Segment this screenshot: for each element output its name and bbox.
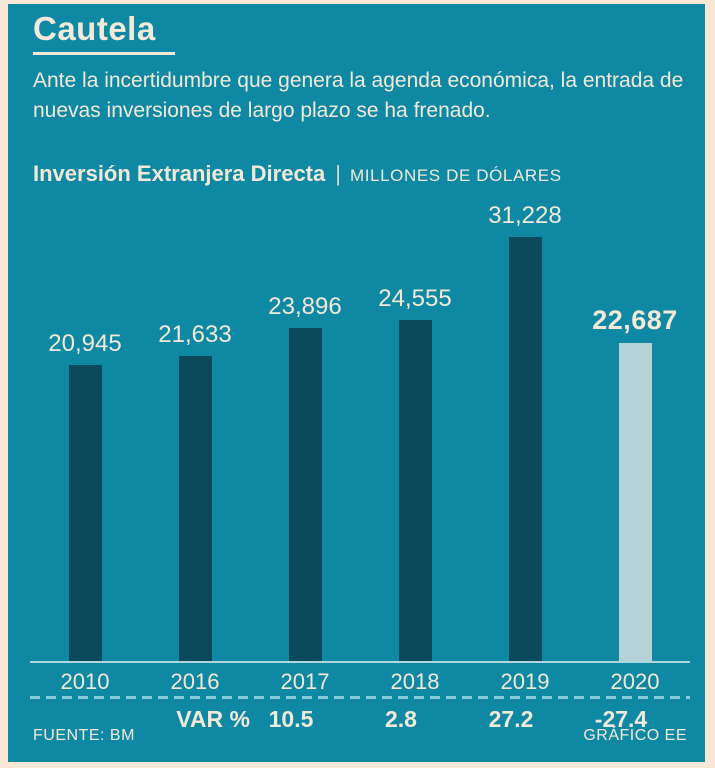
- bar-value-label-2016: 21,633: [158, 321, 232, 348]
- var-value-2019: 27.2: [488, 706, 534, 732]
- chart-units-label: MILLONES DE DÓLARES: [349, 166, 562, 185]
- year-label-2010: 2010: [60, 669, 110, 694]
- year-label-2020: 2020: [610, 669, 660, 694]
- year-label-2018: 2018: [390, 669, 440, 694]
- chart-title-divider: |: [335, 161, 341, 186]
- chart-title: Inversión Extranjera Directa: [33, 161, 326, 186]
- bar-column-2010: 20,945: [30, 330, 140, 661]
- var-value-2018: 2.8: [385, 706, 417, 732]
- bar-2019: [508, 237, 542, 661]
- chart-header: Inversión Extranjera Directa | MILLONES DE…: [33, 161, 562, 187]
- bar-column-2016: 21,633: [140, 321, 250, 661]
- bar-value-label-2017: 23,896: [268, 293, 342, 320]
- bar-chart-columns: 20,945 21,633 23,896 24,555 31,228 22,687: [30, 200, 690, 661]
- bar-column-2017: 23,896: [250, 293, 360, 661]
- dashed-separator-line: [30, 696, 690, 699]
- page-title: Cautela: [33, 10, 156, 47]
- var-value-2017: 10.5: [268, 706, 314, 732]
- year-label-2019: 2019: [500, 669, 550, 694]
- year-label-2017: 2017: [280, 669, 330, 694]
- graphic-credit: GRÁFICO EE: [583, 727, 687, 744]
- bar-value-label-2010: 20,945: [48, 330, 122, 357]
- bar-value-label-2020: 22,687: [592, 305, 678, 335]
- variation-row: VAR % 10.5 2.8 27.2 -27.4: [30, 706, 690, 733]
- source-credit: FUENTE: BM: [33, 727, 135, 744]
- year-label-2016: 2016: [170, 669, 220, 694]
- bar-2018: [398, 320, 432, 661]
- x-axis-year-labels: 2010 2016 2017 2018 2019 2020: [30, 663, 690, 693]
- title-underline: [33, 52, 175, 55]
- var-percent-label: VAR %: [176, 706, 250, 732]
- bar-column-2019: 31,228: [470, 202, 580, 661]
- var-value-2020: -27.4: [594, 706, 648, 732]
- subtitle-text: Ante la incertidumbre que genera la agen…: [33, 69, 684, 122]
- bar-column-2018: 24,555: [360, 285, 470, 661]
- bar-value-label-2019: 31,228: [488, 202, 562, 229]
- bar-chart: 20,945 21,633 23,896 24,555 31,228 22,687 201…: [30, 200, 690, 733]
- bar-2010: [68, 365, 102, 661]
- bar-2020: [618, 343, 652, 661]
- bar-column-2020: 22,687: [580, 305, 690, 661]
- x-axis-line: [30, 661, 690, 663]
- bar-2016: [178, 356, 212, 661]
- bar-2017: [288, 328, 322, 661]
- infographic-canvas: Cautela Ante la incertidumbre que genera…: [8, 4, 705, 762]
- bar-value-label-2018: 24,555: [378, 285, 452, 312]
